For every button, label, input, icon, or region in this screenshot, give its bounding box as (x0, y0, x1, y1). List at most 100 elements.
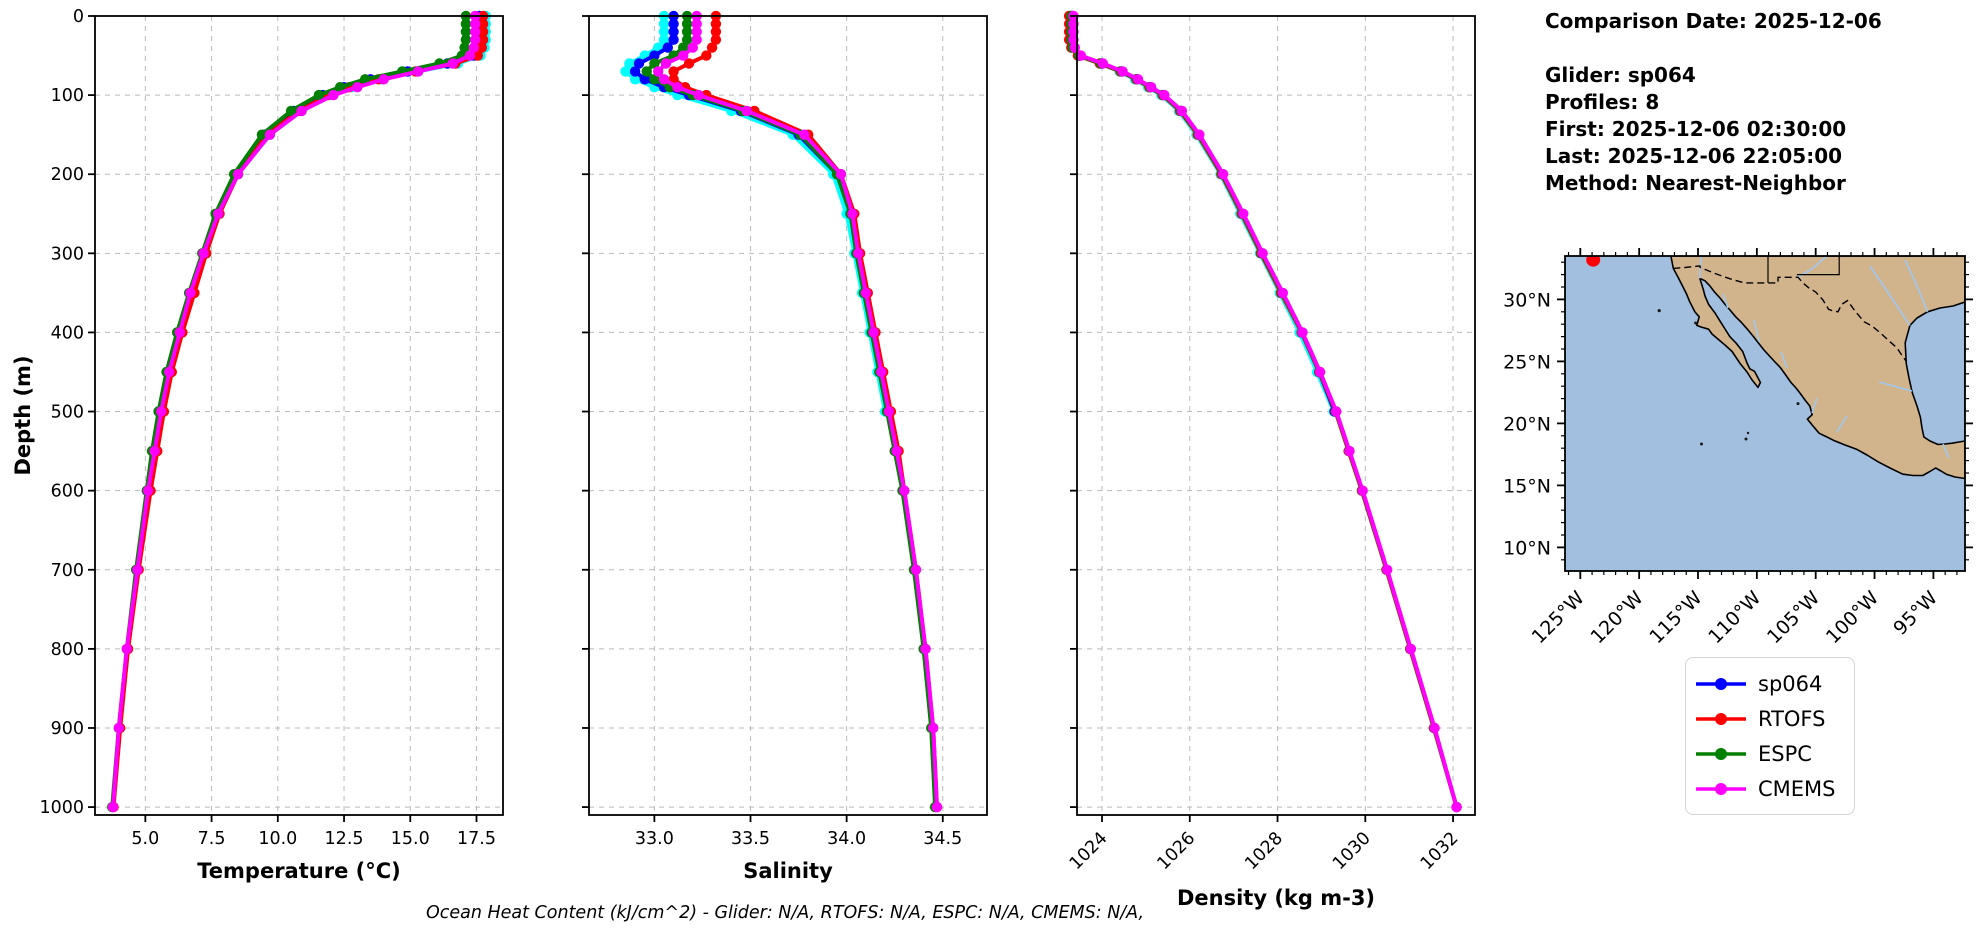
x-tick-label: 7.5 (198, 829, 226, 849)
glider-location-marker (1586, 256, 1601, 267)
info-line: Profiles: 8 (1545, 90, 1660, 114)
series-marker-CMEMS (687, 42, 698, 53)
legend-marker-sp064 (1696, 677, 1746, 690)
series-marker-CMEMS (1159, 89, 1170, 101)
series-marker-ESPC (641, 66, 652, 77)
series-marker-CMEMS (1331, 406, 1342, 417)
y-tick-label: 300 (51, 244, 84, 264)
series-marker-RTOFS (476, 42, 487, 53)
x-tick-label: 12.5 (325, 829, 364, 849)
series-marker-CMEMS (185, 287, 196, 299)
legend: sp064 RTOFS ESPC CMEMS (1685, 657, 1855, 815)
series-marker-CMEMS (468, 42, 480, 53)
series-marker-CMEMS (1217, 169, 1229, 180)
series-marker-CMEMS (1176, 105, 1188, 117)
map-lon-label: 105°W (1763, 587, 1824, 648)
series-marker-CMEMS (1075, 50, 1087, 61)
series-marker-sp064 (633, 58, 645, 69)
map-lon-label: 125°W (1528, 587, 1589, 648)
series-marker-sp064 (662, 42, 673, 53)
series-marker-sp064-raw (629, 74, 641, 85)
series-marker-ESPC (313, 89, 325, 101)
series-ESPC (1066, 10, 1462, 813)
x-axis-label-temperature: Temperature (°C) (197, 859, 400, 883)
series-marker-CMEMS (1344, 445, 1355, 457)
info-line: First: 2025-12-06 02:30:00 (1545, 117, 1847, 141)
legend-marker-CMEMS (1696, 782, 1746, 795)
y-tick-label: 800 (51, 640, 84, 660)
legend-label: CMEMS (1758, 776, 1836, 801)
series-marker-RTOFS (477, 26, 489, 37)
series-marker-CMEMS (464, 50, 476, 61)
map-lon-label: 120°W (1586, 587, 1647, 648)
x-tick-label: 1028 (1241, 828, 1287, 874)
x-axis-label-salinity: Salinity (743, 859, 833, 883)
legend-item-RTOFS: RTOFS (1694, 701, 1844, 736)
series-marker-CMEMS (658, 74, 670, 85)
series-marker-CMEMS (132, 564, 143, 575)
x-tick-label: 5.0 (131, 829, 159, 849)
series-marker-sp064 (649, 50, 660, 61)
legend-dot (1715, 747, 1727, 760)
series-marker-RTOFS (710, 18, 722, 30)
series-marker-CMEMS (447, 58, 458, 69)
series-line-sp064-raw (1068, 14, 1336, 414)
legend-label: sp064 (1758, 671, 1823, 696)
ocean-heat-content-note: Ocean Heat Content (kJ/cm^2) - Glider: N… (425, 903, 1145, 923)
series-marker-RTOFS (477, 18, 489, 30)
map-lat-label: 10°N (1503, 537, 1551, 559)
subplot-temperature: 5.0 7.5 10.0 12.5 15.0 17.5 0 100 200 300 400 500 60… (11, 7, 504, 883)
rivers (1699, 256, 1950, 459)
series-marker-ESPC (649, 58, 660, 69)
info-line: Last: 2025-12-06 22:05:00 (1545, 144, 1843, 168)
series-marker-CMEMS (174, 327, 185, 338)
series-marker-ESPC (459, 42, 470, 53)
y-tick-label: 600 (51, 482, 84, 502)
axes-frame (588, 15, 988, 816)
map-lat-label: 25°N (1503, 351, 1551, 373)
x-tick-label: 33.5 (731, 829, 770, 849)
series-marker-CMEMS (352, 82, 363, 93)
us-state-borders (1767, 256, 1840, 283)
series-line-sp064 (156, 14, 482, 414)
series-marker-CMEMS (232, 169, 244, 180)
series-marker-CMEMS (413, 66, 424, 77)
series-marker-CMEMS (156, 406, 167, 417)
series-marker-CMEMS (1097, 58, 1109, 69)
series-marker-sp064 (668, 18, 679, 30)
x-tick-label: 15.0 (391, 829, 430, 849)
map-lon-label: 100°W (1822, 587, 1883, 648)
series-marker-CMEMS (142, 485, 154, 496)
series-marker-CMEMS (149, 445, 160, 457)
series-marker-RTOFS (683, 58, 695, 69)
series-marker-CMEMS (672, 82, 683, 93)
y-tick-label: 1000 (39, 798, 84, 818)
x-tick-label: 34.5 (923, 829, 962, 849)
series-marker-CMEMS (470, 18, 481, 30)
land-mexico-us (1670, 256, 1965, 480)
series-marker-CMEMS (1146, 82, 1157, 93)
x-tick-label: 1032 (1417, 828, 1463, 874)
series-marker-CMEMS (198, 248, 209, 259)
y-tick-label: 400 (51, 323, 84, 343)
map-frame (1564, 255, 1966, 572)
series-marker-RTOFS (472, 50, 483, 61)
series-marker-sp064-raw (624, 58, 635, 69)
series-marker-CMEMS (1357, 485, 1368, 496)
y-tick-label: 700 (51, 561, 84, 581)
series-marker-RTOFS (701, 50, 712, 61)
series-marker-CMEMS (899, 485, 910, 496)
x-tick-label: 1030 (1329, 828, 1375, 874)
series-marker-CMEMS (264, 129, 276, 140)
map-lon-label: 95°W (1889, 587, 1942, 640)
series-line-sp064 (1070, 14, 1337, 414)
series-marker-CMEMS (799, 129, 810, 140)
series-marker-ESPC (360, 74, 371, 85)
series-CMEMS (107, 10, 481, 813)
legend-label: RTOFS (1758, 706, 1826, 731)
x-tick-label: 33.0 (635, 829, 674, 849)
x-tick-label: 10.0 (258, 829, 297, 849)
series-marker-CMEMS (891, 445, 902, 457)
series-marker-sp064-raw (658, 34, 670, 45)
